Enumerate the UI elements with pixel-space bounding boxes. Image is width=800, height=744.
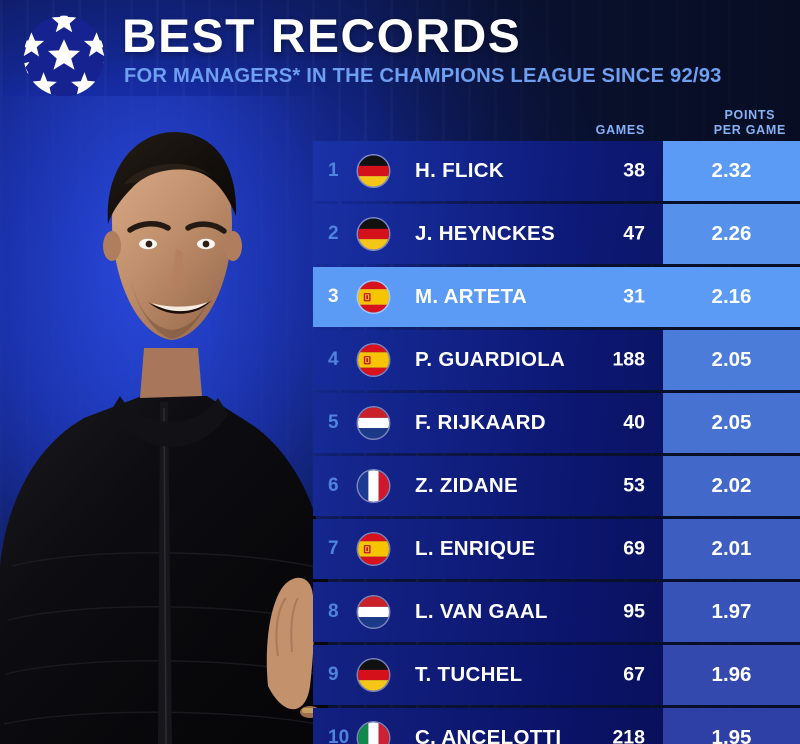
points-per-game-panel — [663, 645, 800, 705]
flag-icon-es — [358, 533, 389, 565]
row-manager-name: J. HEYNCKES — [415, 221, 556, 245]
row-games: 53 — [623, 474, 645, 497]
row-points-per-game: 2.01 — [711, 536, 752, 560]
row-rank: 3 — [328, 285, 339, 307]
flag-icon-it — [358, 722, 389, 744]
row-manager-name: H. FLICK — [415, 158, 504, 182]
points-per-game-panel — [663, 204, 800, 264]
column-headers: GAMES POINTS PER GAME — [313, 104, 800, 140]
row-manager-name: L. VAN GAAL — [415, 599, 548, 623]
rankings-table: 1 H. FLICK 38 2.32 2 J. HEYNCKES 47 2.26 3 M. ART… — [313, 141, 800, 744]
ppg-header-line2: PER GAME — [713, 122, 786, 137]
table-row[interactable]: 9 T. TUCHEL 67 1.96 — [313, 645, 800, 705]
row-games: 67 — [623, 663, 645, 686]
row-manager-name: C. ANCELOTTI — [415, 725, 562, 744]
page-subtitle: FOR MANAGERS* IN THE CHAMPIONS LEAGUE SI… — [124, 64, 722, 87]
row-games: 218 — [612, 726, 645, 744]
row-games: 188 — [612, 348, 645, 371]
row-rank: 1 — [328, 159, 339, 181]
row-games: 47 — [623, 222, 645, 245]
row-points-per-game: 2.02 — [711, 473, 752, 497]
row-manager-name: Z. ZIDANE — [415, 473, 518, 497]
header: BEST RECORDS FOR MANAGERS* IN THE CHAMPI… — [0, 0, 800, 105]
row-points-per-game: 2.26 — [711, 221, 752, 245]
row-manager-name: F. RIJKAARD — [415, 410, 546, 434]
manager-photo — [0, 96, 330, 744]
table-row[interactable]: 7 L. ENRIQUE 69 2.01 — [313, 519, 800, 579]
row-games: 31 — [623, 285, 645, 308]
flag-icon-es — [358, 281, 389, 313]
row-games: 40 — [623, 411, 645, 434]
row-points-per-game: 2.32 — [711, 158, 752, 182]
points-per-game-panel — [663, 519, 800, 579]
flag-icon-de — [358, 218, 389, 250]
row-games: 38 — [623, 159, 645, 182]
row-points-per-game: 1.95 — [711, 725, 752, 744]
row-manager-name: L. ENRIQUE — [415, 536, 536, 560]
flag-icon-de — [358, 659, 389, 691]
row-points-per-game: 2.05 — [711, 347, 752, 371]
column-header-games: GAMES — [595, 123, 645, 137]
row-rank: 10 — [328, 726, 350, 744]
row-manager-name: M. ARTETA — [415, 284, 528, 308]
points-per-game-panel — [663, 267, 800, 327]
row-points-per-game: 1.96 — [711, 662, 752, 686]
flag-icon-fr — [358, 470, 389, 502]
table-row[interactable]: 8 L. VAN GAAL 95 1.97 — [313, 582, 800, 642]
points-per-game-panel — [663, 456, 800, 516]
row-points-per-game: 1.97 — [711, 599, 752, 623]
points-per-game-panel — [663, 393, 800, 453]
column-header-points-per-game: POINTS PER GAME — [714, 108, 786, 137]
row-rank: 6 — [328, 474, 339, 496]
table-row[interactable]: 2 J. HEYNCKES 47 2.26 — [313, 204, 800, 264]
row-rank: 2 — [328, 222, 339, 244]
row-points-per-game: 2.05 — [711, 410, 752, 434]
points-per-game-panel — [663, 141, 800, 201]
table-row[interactable]: 5 F. RIJKAARD 40 2.05 — [313, 393, 800, 453]
row-manager-name: T. TUCHEL — [415, 662, 523, 686]
points-per-game-panel — [663, 330, 800, 390]
table-row[interactable]: 4 P. GUARDIOLA 188 2.05 — [313, 330, 800, 390]
row-rank: 8 — [328, 600, 339, 622]
row-rank: 9 — [328, 663, 339, 685]
row-points-per-game: 2.16 — [711, 284, 752, 308]
ucl-starball-icon — [16, 8, 112, 104]
row-games: 69 — [623, 537, 645, 560]
table-row[interactable]: 3 M. ARTETA 31 2.16 — [313, 267, 800, 327]
points-per-game-panel — [663, 708, 800, 744]
flag-icon-nl — [358, 407, 389, 439]
row-manager-name: P. GUARDIOLA — [415, 347, 566, 371]
table-row[interactable]: 10 C. ANCELOTTI 218 1.95 — [313, 708, 800, 744]
row-rank: 4 — [328, 348, 339, 370]
flag-icon-es — [358, 344, 389, 376]
row-rank: 7 — [328, 537, 339, 559]
row-rank: 5 — [328, 411, 339, 433]
flag-icon-de — [358, 155, 389, 187]
table-row[interactable]: 1 H. FLICK 38 2.32 — [313, 141, 800, 201]
ppg-header-line1: POINTS — [724, 108, 776, 123]
table-row[interactable]: 6 Z. ZIDANE 53 2.02 — [313, 456, 800, 516]
page-title: BEST RECORDS — [122, 9, 522, 62]
flag-icon-nl — [358, 596, 389, 628]
row-games: 95 — [623, 600, 645, 623]
points-per-game-panel — [663, 582, 800, 642]
